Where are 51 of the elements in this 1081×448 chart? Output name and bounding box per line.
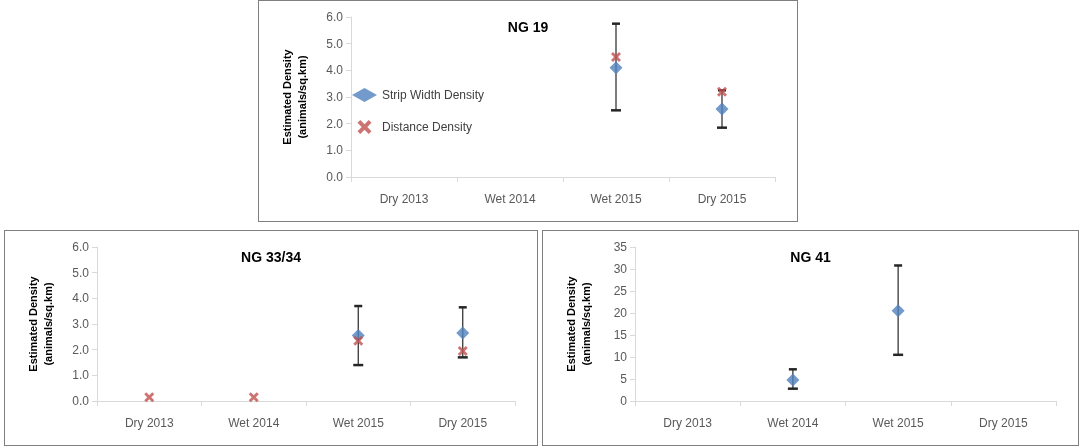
y-tick-label: 0 xyxy=(620,394,628,408)
y-tick-label: 4.0 xyxy=(326,63,344,78)
chart-title: NG 41 xyxy=(790,249,831,265)
y-tick-label: 6.0 xyxy=(72,240,90,254)
y-tick-label: 25 xyxy=(613,284,628,298)
y-tick-label: 0.0 xyxy=(326,170,344,184)
point xyxy=(456,326,470,340)
x-tick-label: Dry 2013 xyxy=(663,416,713,430)
y-tick-label: 3.0 xyxy=(326,90,344,104)
x-tick-label: Wet 2014 xyxy=(228,416,280,430)
x-tick-label: Dry 2013 xyxy=(379,192,429,206)
point xyxy=(717,86,727,97)
x-tick-label: Dry 2015 xyxy=(697,192,747,206)
point xyxy=(144,392,155,403)
x-tick-label: Wet 2015 xyxy=(590,192,642,206)
y-axis-title: Estimated Density (animals/sq.km) xyxy=(26,275,54,372)
y-tick-label: 6.0 xyxy=(326,10,344,24)
x-tick-label: Wet 2015 xyxy=(872,416,925,430)
point xyxy=(715,102,729,116)
y-tick-label: 30 xyxy=(613,262,628,276)
x-tick-label: Dry 2015 xyxy=(979,416,1029,430)
y-axis-title: Estimated Density (animals/sq.km) xyxy=(564,275,592,372)
chart-title: NG 19 xyxy=(507,19,549,35)
x-tick-label: Wet 2015 xyxy=(332,416,385,430)
y-tick-label: 5.0 xyxy=(72,265,90,280)
x-tick-label: Dry 2013 xyxy=(124,416,174,430)
y-tick-label: 5 xyxy=(620,372,628,386)
point xyxy=(611,52,621,62)
y-tick-label: 5.0 xyxy=(326,36,344,51)
y-tick-label: 4.0 xyxy=(72,291,90,306)
y-axis-title: Estimated Density (animals/sq.km) xyxy=(280,48,308,145)
legend-label: Strip Width Density xyxy=(382,88,485,102)
y-tick-label: 2.0 xyxy=(326,116,344,131)
point xyxy=(609,61,623,75)
legend-label: Distance Density xyxy=(382,120,473,134)
y-tick-label: 1.0 xyxy=(326,143,344,158)
point xyxy=(457,345,468,356)
x-tick-label: Wet 2014 xyxy=(767,416,819,430)
y-tick-label: 0.0 xyxy=(72,394,90,408)
y-tick-label: 20 xyxy=(613,306,628,320)
y-tick-label: 10 xyxy=(613,350,628,364)
y-tick-label: 3.0 xyxy=(72,317,90,331)
y-tick-label: 35 xyxy=(613,240,628,254)
x-tick-label: Wet 2014 xyxy=(484,192,536,206)
y-tick-label: 1.0 xyxy=(72,368,90,383)
point xyxy=(353,335,364,346)
chart-title: NG 33/34 xyxy=(241,249,302,265)
y-tick-label: 2.0 xyxy=(72,342,90,357)
y-tick-label: 15 xyxy=(613,328,628,342)
point xyxy=(248,392,259,403)
x-tick-label: Dry 2015 xyxy=(438,416,488,430)
